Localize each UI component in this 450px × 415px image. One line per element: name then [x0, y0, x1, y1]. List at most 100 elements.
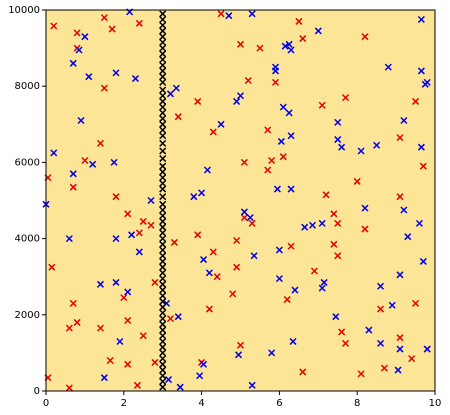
marker	[166, 90, 175, 98]
marker	[174, 313, 182, 321]
marker	[159, 115, 167, 123]
marker	[396, 345, 404, 353]
marker	[412, 97, 420, 105]
marker	[159, 44, 167, 52]
marker	[225, 12, 233, 20]
marker	[264, 126, 272, 134]
marker	[256, 44, 264, 52]
marker	[159, 67, 167, 75]
marker	[124, 360, 132, 368]
marker	[96, 324, 104, 332]
marker	[236, 92, 245, 100]
marker	[273, 185, 281, 193]
marker	[308, 221, 316, 229]
marker	[301, 223, 309, 231]
marker	[361, 204, 369, 212]
marker	[81, 33, 89, 41]
marker	[396, 271, 404, 279]
marker	[159, 120, 167, 128]
marker	[299, 368, 307, 376]
x-tick-label: 6	[276, 398, 282, 409]
marker	[196, 372, 204, 380]
plot-frame	[45, 9, 436, 392]
marker	[159, 10, 167, 18]
marker	[330, 240, 338, 248]
marker	[279, 103, 287, 111]
marker	[124, 316, 132, 325]
marker	[314, 27, 322, 35]
marker	[159, 360, 167, 368]
marker	[159, 206, 167, 214]
marker	[75, 46, 83, 54]
marker	[279, 153, 287, 161]
marker	[48, 263, 56, 271]
marker	[417, 15, 425, 24]
marker	[159, 315, 167, 323]
marker	[159, 383, 167, 391]
marker	[200, 360, 208, 368]
marker	[244, 76, 252, 85]
marker	[69, 299, 77, 307]
marker	[77, 116, 85, 125]
marker	[338, 143, 346, 151]
marker	[283, 296, 291, 304]
marker	[110, 158, 118, 166]
marker	[217, 10, 225, 18]
marker	[159, 320, 167, 328]
marker	[357, 147, 365, 155]
marker	[135, 229, 143, 237]
marker	[133, 381, 141, 389]
marker	[73, 318, 81, 326]
marker	[65, 324, 73, 332]
marker	[159, 240, 167, 248]
marker	[361, 33, 369, 41]
marker	[236, 40, 245, 48]
marker	[190, 193, 198, 201]
marker	[159, 229, 167, 237]
marker	[159, 343, 167, 351]
marker	[159, 332, 167, 340]
marker	[159, 73, 167, 81]
marker	[412, 299, 420, 307]
marker	[318, 101, 326, 109]
marker	[200, 256, 208, 264]
marker	[159, 33, 167, 41]
marker	[112, 235, 120, 243]
marker	[334, 118, 342, 126]
marker	[353, 177, 361, 185]
marker	[264, 166, 272, 174]
marker	[176, 383, 184, 391]
marker	[417, 143, 425, 151]
marker	[246, 214, 254, 222]
marker	[396, 334, 404, 342]
marker	[275, 246, 283, 254]
marker	[240, 208, 248, 216]
x-tick-label: 2	[121, 398, 127, 409]
marker	[159, 269, 167, 277]
marker	[240, 214, 248, 222]
marker	[151, 278, 159, 286]
marker	[310, 267, 318, 275]
marker	[334, 219, 342, 227]
marker	[159, 349, 167, 357]
marker	[408, 355, 416, 363]
marker	[233, 97, 241, 105]
marker	[108, 25, 116, 33]
marker	[400, 116, 408, 125]
plot-area	[46, 10, 435, 391]
marker	[81, 156, 89, 165]
marker	[341, 94, 350, 102]
marker	[159, 109, 167, 117]
marker	[291, 286, 299, 294]
marker	[322, 191, 330, 199]
marker	[289, 337, 297, 346]
marker	[396, 193, 404, 201]
marker	[419, 162, 427, 170]
marker	[159, 38, 167, 46]
marker	[229, 290, 237, 298]
marker	[388, 301, 396, 309]
marker	[73, 29, 81, 37]
marker	[159, 257, 167, 265]
marker	[235, 351, 243, 359]
